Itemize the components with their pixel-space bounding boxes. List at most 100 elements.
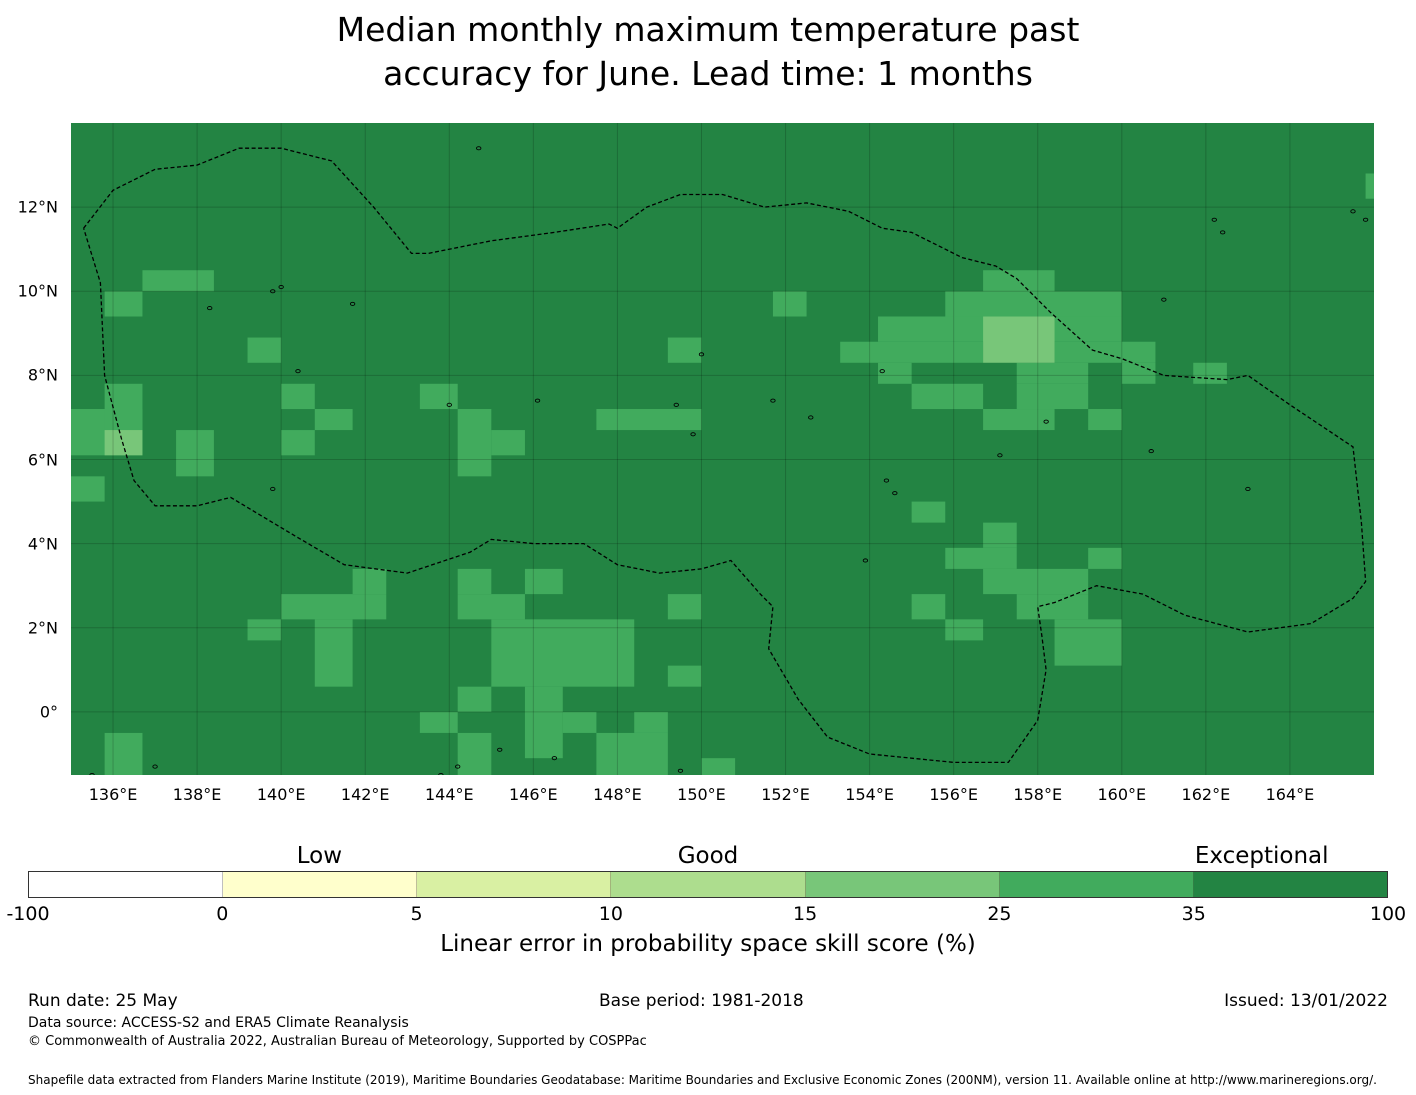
longitude-tick-label: 160°E [1097, 785, 1147, 804]
island-outline [677, 768, 684, 773]
skill-cell [524, 686, 563, 759]
island-outline [551, 756, 558, 761]
skill-cell [524, 568, 563, 595]
skill-cell [983, 316, 1055, 363]
colorbar-tick-label: 25 [987, 903, 1012, 925]
skill-cell [596, 732, 668, 775]
skill-cell [1088, 409, 1122, 431]
skill-cell [945, 291, 1122, 317]
skill-cell [314, 619, 353, 687]
skill-cell [419, 383, 458, 410]
latitude-tick-label: 2°N [27, 618, 58, 638]
island-outline [497, 747, 503, 752]
skill-cell [314, 409, 353, 431]
latitude-tick-label: 12°N [17, 197, 58, 217]
data-source: Data source: ACCESS-S2 and ERA5 Climate … [28, 1015, 409, 1031]
skill-cell [104, 383, 143, 431]
longitude-tick-label: 136°E [88, 785, 138, 804]
longitude-tick-label: 164°E [1265, 785, 1315, 804]
chart-title: Median monthly maximum temperature past … [0, 8, 1416, 96]
island-outline [1362, 217, 1369, 222]
skill-cell [667, 337, 702, 363]
island-outline [1245, 486, 1251, 492]
skill-cell [352, 568, 387, 595]
island-outline [270, 486, 276, 492]
skill-cell [945, 547, 1017, 569]
island-outline [698, 352, 705, 357]
skill-cell [983, 522, 1017, 548]
skill-cell [667, 665, 702, 687]
skill-cell [1365, 173, 1374, 199]
longitude-tick-label: 158°E [1013, 785, 1063, 804]
colorbar-tick-label: 0 [216, 903, 229, 925]
skill-category-label: Good [677, 843, 739, 869]
map-canvas [71, 123, 1374, 775]
colorbar-segment [223, 872, 418, 897]
skill-cell [1016, 362, 1089, 384]
run-date: Run date: 25 May [28, 991, 178, 1011]
colorbar-tick-label: -100 [6, 903, 50, 925]
island-outline [690, 432, 696, 437]
skill-cell [1121, 362, 1156, 384]
island-outline [808, 415, 814, 420]
longitude-tick-label: 146°E [509, 785, 558, 804]
skill-cell [840, 341, 984, 363]
skill-cell [104, 291, 143, 317]
island-outline [879, 369, 885, 374]
island-outline [476, 146, 482, 151]
skill-cell [457, 409, 492, 477]
colorbar [28, 871, 1388, 898]
skill-cell [596, 409, 702, 431]
skill-cell [772, 291, 807, 317]
island-outline [270, 289, 276, 294]
island-outline [446, 402, 452, 407]
skill-cell [878, 362, 912, 384]
longitude-tick-label: 142°E [340, 785, 390, 804]
skill-cell [247, 619, 282, 641]
latitude-tick-label: 0° [39, 702, 58, 722]
skill-cell [1016, 383, 1089, 410]
skill-cell [911, 501, 946, 523]
skill-cell [281, 430, 315, 456]
skill-cell [667, 594, 702, 620]
skill-cell [71, 476, 105, 502]
skill-cell [1016, 594, 1089, 620]
island-outline [1211, 217, 1217, 222]
longitude-tick-label: 148°E [593, 785, 642, 804]
skill-cell [983, 409, 1055, 431]
latitude-tick-label: 10°N [17, 281, 58, 301]
longitude-tick-label: 152°E [761, 785, 810, 804]
latitude-tick-label: 4°N [27, 534, 58, 554]
island-outline [1161, 297, 1167, 302]
colorbar-tick-label: 100 [1369, 903, 1407, 925]
skill-score-map [71, 123, 1374, 775]
longitude-tick-label: 162°E [1181, 785, 1231, 804]
island-outline [295, 369, 301, 374]
skill-cell [247, 337, 282, 363]
copyright: © Commonwealth of Australia 2022, Austra… [28, 1034, 647, 1049]
island-outline [89, 772, 95, 775]
skill-cell [983, 568, 1089, 595]
colorbar-segment [805, 872, 1000, 897]
skill-category-label: Low [296, 843, 343, 869]
skill-cell [911, 594, 946, 620]
island-outline [673, 402, 679, 407]
skill-cell [1088, 547, 1122, 569]
skill-cell [104, 430, 143, 456]
skill-cell [491, 430, 525, 456]
skill-cell [457, 732, 492, 775]
skill-cell [945, 619, 984, 641]
skill-cell [419, 711, 458, 733]
longitude-tick-label: 144°E [424, 785, 474, 804]
island-outline [1350, 209, 1356, 214]
longitude-tick-label: 140°E [256, 785, 306, 804]
skill-category-label: Exceptional [1194, 843, 1329, 869]
colorbar-tick-label: 35 [1181, 903, 1206, 925]
skill-cell [281, 383, 315, 410]
eez-boundary-line [82, 147, 1367, 764]
colorbar-segment [999, 872, 1194, 897]
shapefile-credit: Shapefile data extracted from Flanders M… [28, 1073, 1377, 1087]
island-outline [1148, 449, 1154, 454]
latitude-tick-label: 8°N [27, 365, 58, 385]
skill-cell [457, 686, 492, 712]
